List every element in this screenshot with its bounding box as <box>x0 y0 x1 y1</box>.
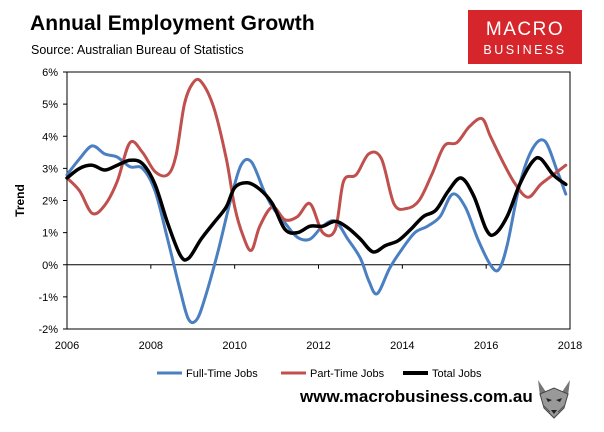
x-tick-label: 2010 <box>222 340 246 352</box>
legend-label-part-time-jobs: Part-Time Jobs <box>310 368 385 380</box>
y-tick-label: 0% <box>42 260 58 272</box>
y-tick-label: 1% <box>42 228 58 240</box>
x-tick-label: 2012 <box>306 340 330 352</box>
y-tick-label: 6% <box>42 67 58 79</box>
chart-title: Annual Employment Growth <box>30 12 315 35</box>
x-tick-label: 2018 <box>558 340 582 352</box>
fox-mascot-icon <box>532 376 576 420</box>
x-tick-label: 2008 <box>139 340 163 352</box>
logo-line-2: BUSINESS <box>483 43 567 57</box>
y-tick-label: 3% <box>42 163 58 175</box>
logo-line-1: MACRO <box>485 19 565 40</box>
series-line-full-time-jobs <box>65 138 568 325</box>
y-tick-label: -2% <box>38 324 58 336</box>
y-axis-label: Trend <box>13 184 27 217</box>
website-url[interactable]: www.macrobusiness.com.au <box>300 387 533 406</box>
employment-growth-chart: -2% -1% 0% 1% 2% 3% 4% 5% 6% 2006 2008 2010 2012 2014… <box>13 67 582 380</box>
plot-area <box>66 71 571 330</box>
y-tick-label: 2% <box>42 196 58 208</box>
y-tick-label: 5% <box>42 99 58 111</box>
legend-label-full-time-jobs: Full-Time Jobs <box>186 368 258 380</box>
y-tick-label: -1% <box>38 292 58 304</box>
series-line-total-jobs <box>65 155 568 262</box>
chart-source: Source: Australian Bureau of Statistics <box>31 43 244 57</box>
x-tick-label: 2006 <box>55 340 79 352</box>
macrobusiness-logo[interactable]: MACRO BUSINESS <box>468 10 582 64</box>
x-tick-label: 2014 <box>390 340 414 352</box>
y-tick-label: 4% <box>42 131 58 143</box>
x-tick-label: 2016 <box>474 340 498 352</box>
legend-label-total-jobs: Total Jobs <box>432 368 482 380</box>
series-line-part-time-jobs <box>65 77 568 252</box>
